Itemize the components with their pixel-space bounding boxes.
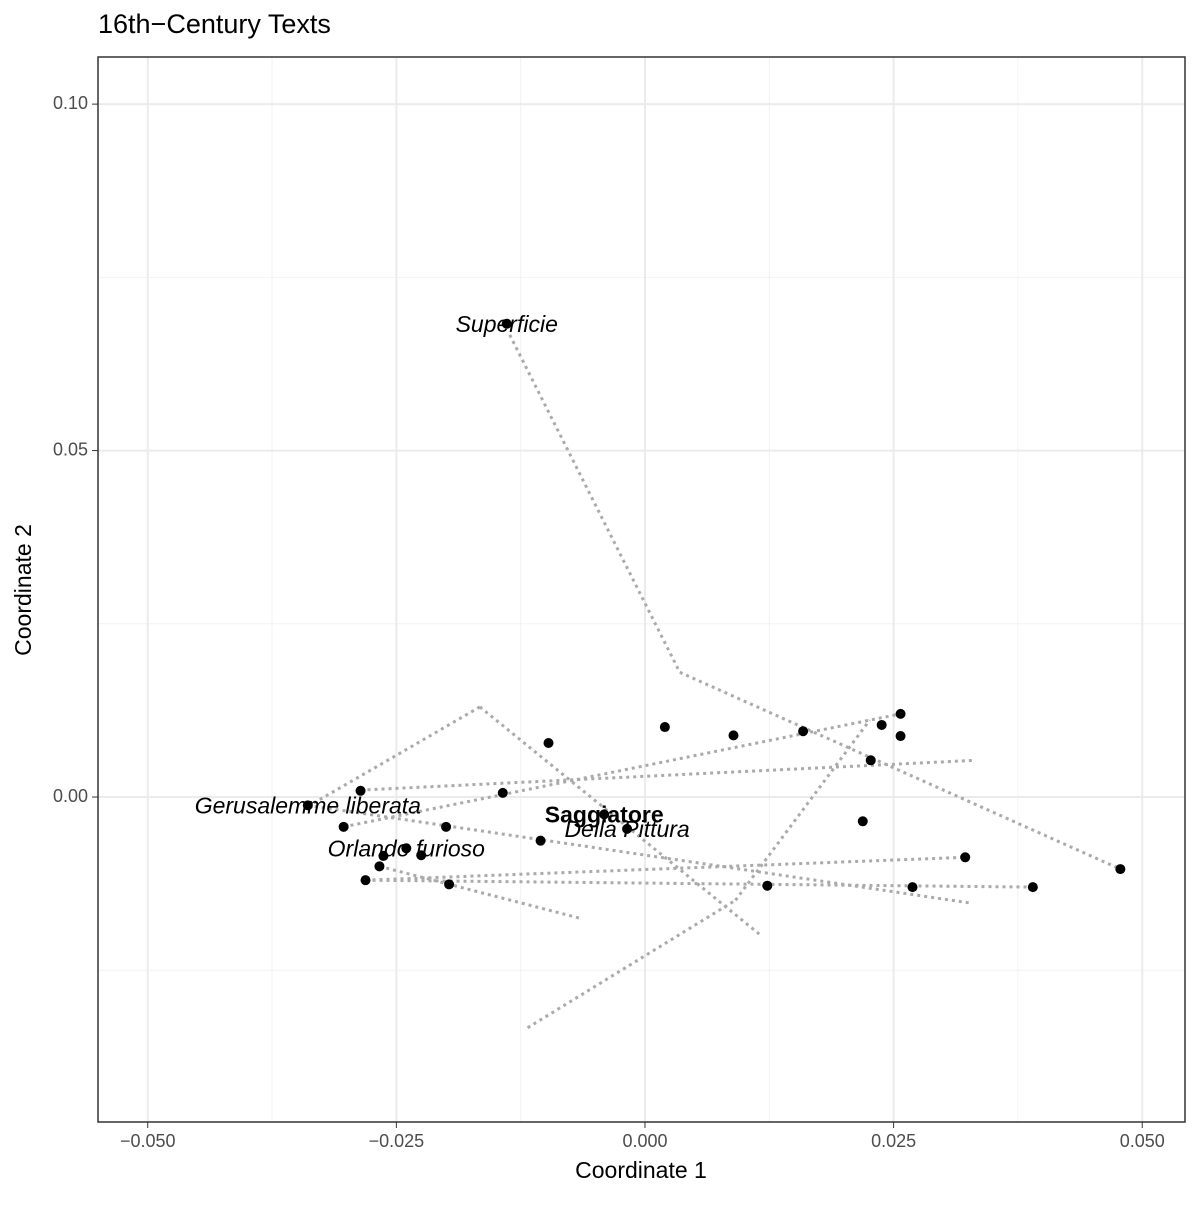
point <box>535 835 546 846</box>
x-tick-label: −0.025 <box>369 1131 425 1151</box>
edge <box>508 334 682 673</box>
point <box>659 722 670 733</box>
point <box>441 821 452 832</box>
point <box>895 708 906 719</box>
x-tick-label: 0.025 <box>871 1131 916 1151</box>
point <box>960 852 971 863</box>
edge <box>360 758 976 792</box>
x-tick-label: 0.050 <box>1120 1131 1165 1151</box>
x-tick-label: −0.050 <box>120 1131 176 1151</box>
point <box>728 730 739 741</box>
point <box>599 809 610 820</box>
point <box>907 882 918 893</box>
point-label: Saggiatore <box>545 801 664 827</box>
point <box>762 880 773 891</box>
y-tick-label: 0.05 <box>53 439 88 459</box>
x-tick-label: 0.000 <box>622 1131 667 1151</box>
point-label: Gerusalemme liberata <box>195 792 421 818</box>
point <box>401 843 412 854</box>
y-tick-label: 0.00 <box>53 786 88 806</box>
edge <box>309 705 481 807</box>
edge <box>478 705 762 937</box>
x-axis-title: Coordinate 1 <box>575 1157 707 1183</box>
point-label: Della Pittura <box>564 816 689 842</box>
chart-title: 16th−Century Texts <box>98 9 331 39</box>
plot-border <box>97 56 1186 1123</box>
point <box>374 861 385 872</box>
y-axis-title: Coordinate 2 <box>10 524 36 656</box>
point <box>501 318 512 329</box>
point <box>444 879 455 890</box>
point <box>865 755 876 766</box>
point <box>622 823 633 834</box>
edge <box>734 719 871 902</box>
point <box>302 800 313 811</box>
point-label: Superficie <box>456 311 558 337</box>
point <box>378 850 389 861</box>
point-label: Orlando furioso <box>328 835 485 861</box>
point <box>798 726 809 737</box>
point <box>416 850 427 861</box>
point <box>895 731 906 742</box>
edge <box>365 855 966 882</box>
point <box>497 787 508 798</box>
point <box>876 719 887 730</box>
point <box>543 737 554 748</box>
point <box>360 875 371 886</box>
point <box>1115 864 1126 875</box>
edge <box>526 898 737 1030</box>
point <box>1027 882 1038 893</box>
point <box>857 816 868 827</box>
point <box>338 821 349 832</box>
y-tick-label: 0.10 <box>53 93 88 113</box>
point <box>355 785 366 796</box>
